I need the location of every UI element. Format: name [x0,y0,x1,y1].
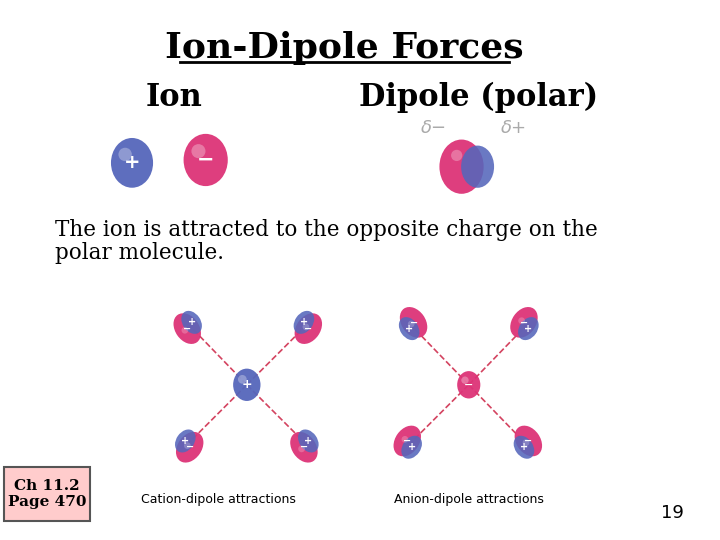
Text: Ion: Ion [145,82,202,113]
Ellipse shape [298,429,319,453]
Ellipse shape [439,139,484,194]
Text: +: + [187,318,196,327]
Text: +: + [300,318,308,327]
Ellipse shape [233,369,261,401]
Ellipse shape [176,432,204,463]
Text: −: − [183,323,192,334]
Ellipse shape [111,138,153,188]
Ellipse shape [294,311,314,334]
Ellipse shape [518,317,539,340]
Ellipse shape [400,307,427,338]
Text: Anion-dipole attractions: Anion-dipole attractions [394,493,544,506]
Text: Dipole (polar): Dipole (polar) [359,82,598,113]
Text: −: − [464,380,474,390]
Ellipse shape [118,148,132,161]
Text: −: − [305,323,312,334]
Ellipse shape [394,426,421,456]
Ellipse shape [174,313,201,344]
Ellipse shape [401,436,422,459]
Ellipse shape [175,429,196,453]
Ellipse shape [294,313,322,344]
Text: −: − [524,436,532,446]
Ellipse shape [184,442,191,449]
Ellipse shape [513,436,534,459]
Text: 19: 19 [661,504,684,522]
Ellipse shape [298,446,305,452]
FancyBboxPatch shape [4,467,90,521]
Ellipse shape [184,134,228,186]
Text: +: + [520,442,528,452]
Ellipse shape [181,327,188,334]
Ellipse shape [399,317,420,340]
Text: δ+: δ+ [500,119,527,137]
Ellipse shape [462,376,469,384]
Ellipse shape [515,426,542,456]
Ellipse shape [192,144,205,158]
Text: Cation-dipole attractions: Cation-dipole attractions [140,493,295,506]
Text: +: + [124,153,140,172]
Text: −: − [300,442,308,452]
Ellipse shape [457,371,480,399]
Ellipse shape [451,150,462,161]
Text: −: − [186,442,194,452]
Text: δ−: δ− [420,119,446,137]
Ellipse shape [523,439,529,446]
Ellipse shape [402,436,408,443]
Text: +: + [408,442,415,452]
Ellipse shape [302,323,310,330]
Ellipse shape [290,432,318,463]
Ellipse shape [461,146,494,188]
Text: −: − [410,318,418,327]
Text: −: − [403,436,411,446]
Text: Ion-Dipole Forces: Ion-Dipole Forces [165,31,523,65]
Text: +: + [181,436,189,446]
Text: The ion is attracted to the opposite charge on the: The ion is attracted to the opposite cha… [55,219,598,241]
Ellipse shape [518,318,525,324]
Text: Ch 11.2
Page 470: Ch 11.2 Page 470 [8,479,86,509]
Text: +: + [405,323,413,334]
Text: polar molecule.: polar molecule. [55,242,225,264]
Ellipse shape [238,375,247,384]
Text: +: + [305,436,312,446]
Ellipse shape [181,311,202,334]
Ellipse shape [408,321,415,327]
Text: −: − [197,150,215,170]
Text: +: + [241,379,252,392]
Text: +: + [524,323,532,334]
Ellipse shape [510,307,538,338]
Text: −: − [520,318,528,327]
